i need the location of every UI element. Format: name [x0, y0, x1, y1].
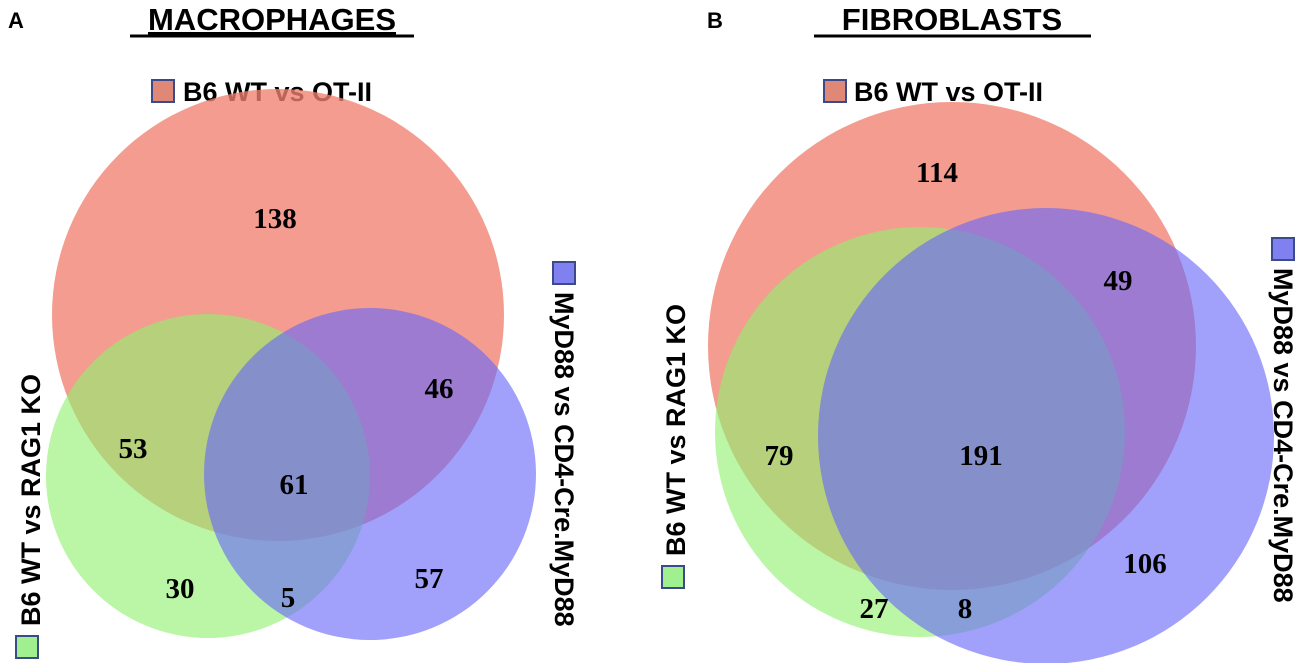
panel-a-legend-left-label: B6 WT vs RAG1 KO [16, 374, 46, 626]
panel-b-legend-left-swatch [661, 565, 685, 589]
panel-a-letter: A [8, 8, 24, 33]
panel-a-legend-right-swatch [552, 261, 576, 285]
panel-a-count-a-b-c: 61 [280, 469, 309, 501]
panel-b-legend-top-swatch [823, 79, 847, 103]
panel-a-count-b-only: 30 [166, 573, 195, 605]
panel-a-count-c-only: 57 [415, 563, 444, 595]
panel-b-title: FIBROBLASTS [842, 2, 1062, 37]
panel-a-legend-left-swatch [15, 635, 39, 659]
panel-b-letter: B [707, 8, 723, 33]
panel-b-count-b-only: 27 [860, 593, 889, 625]
panel-b-circle-myd88-vs-cd4cre [818, 208, 1274, 663]
panel-b-legend-right-swatch [1271, 237, 1295, 261]
panel-a-legend-right-label: MyD88 vs CD4-Cre.MyD88 [549, 292, 579, 627]
panel-b-count-b-c: 8 [958, 593, 973, 625]
panel-a: A MACROPHAGES B6 WT vs OT-II B6 WT vs RA… [8, 2, 579, 659]
panel-a-count-a-c: 46 [425, 373, 454, 405]
panel-a-count-a-b: 53 [119, 433, 148, 465]
panel-a-count-b-c: 5 [281, 582, 296, 614]
panel-a-title: MACROPHAGES [148, 2, 396, 37]
panel-b-count-c-only: 106 [1123, 548, 1167, 580]
panel-b-count-a-only: 114 [916, 157, 958, 189]
panel-b-legend-top-label: B6 WT vs OT-II [854, 77, 1043, 107]
panel-a-legend-top-swatch [151, 79, 175, 103]
panel-b-legend-left-label: B6 WT vs RAG1 KO [661, 304, 691, 556]
panel-a-circle-myd88-vs-cd4cre [204, 308, 536, 640]
panel-b: B FIBROBLASTS B6 WT vs OT-II B6 WT vs RA… [661, 2, 1298, 663]
panel-b-count-a-b-c: 191 [959, 440, 1003, 472]
panel-b-count-a-b: 79 [765, 440, 794, 472]
panel-a-count-a-only: 138 [253, 203, 297, 235]
panel-b-count-a-c: 49 [1104, 265, 1133, 297]
